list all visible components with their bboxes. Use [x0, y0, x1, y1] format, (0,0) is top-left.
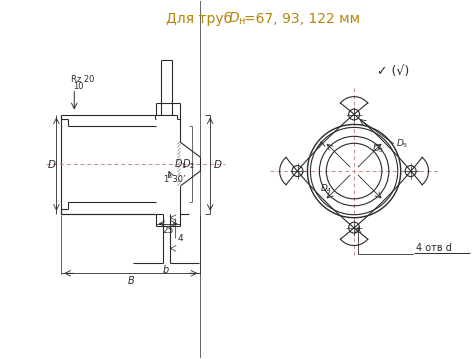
- Text: $\it{b}$: $\it{b}$: [162, 263, 170, 275]
- Text: $\it{D}_5$: $\it{D}_5$: [396, 137, 408, 150]
- Text: =67, 93, 122 мм: =67, 93, 122 мм: [244, 12, 360, 26]
- Text: 1°30’: 1°30’: [164, 176, 186, 185]
- Text: $\it{D}$: $\it{D}$: [47, 158, 56, 170]
- Text: $\it{D}_{\rm н}$: $\it{D}_{\rm н}$: [228, 11, 246, 27]
- Text: 4 отв d: 4 отв d: [416, 243, 451, 253]
- Text: 25: 25: [163, 226, 174, 235]
- Text: $\it{D}_4$: $\it{D}_4$: [319, 183, 332, 195]
- Text: $\it{B}$: $\it{B}$: [127, 274, 135, 286]
- Text: Rz 20: Rz 20: [71, 75, 95, 84]
- Text: 10: 10: [73, 82, 84, 91]
- Text: $\it{D}_3$: $\it{D}_3$: [372, 143, 384, 155]
- Text: $\it{D}$: $\it{D}$: [213, 158, 223, 170]
- Text: $\it{D}_1$: $\it{D}_1$: [174, 157, 187, 171]
- Text: $\it{D}_2$: $\it{D}_2$: [182, 157, 195, 171]
- Text: ✓ (√): ✓ (√): [377, 65, 409, 78]
- Text: 4: 4: [177, 234, 183, 243]
- Text: Для труб: Для труб: [165, 12, 241, 26]
